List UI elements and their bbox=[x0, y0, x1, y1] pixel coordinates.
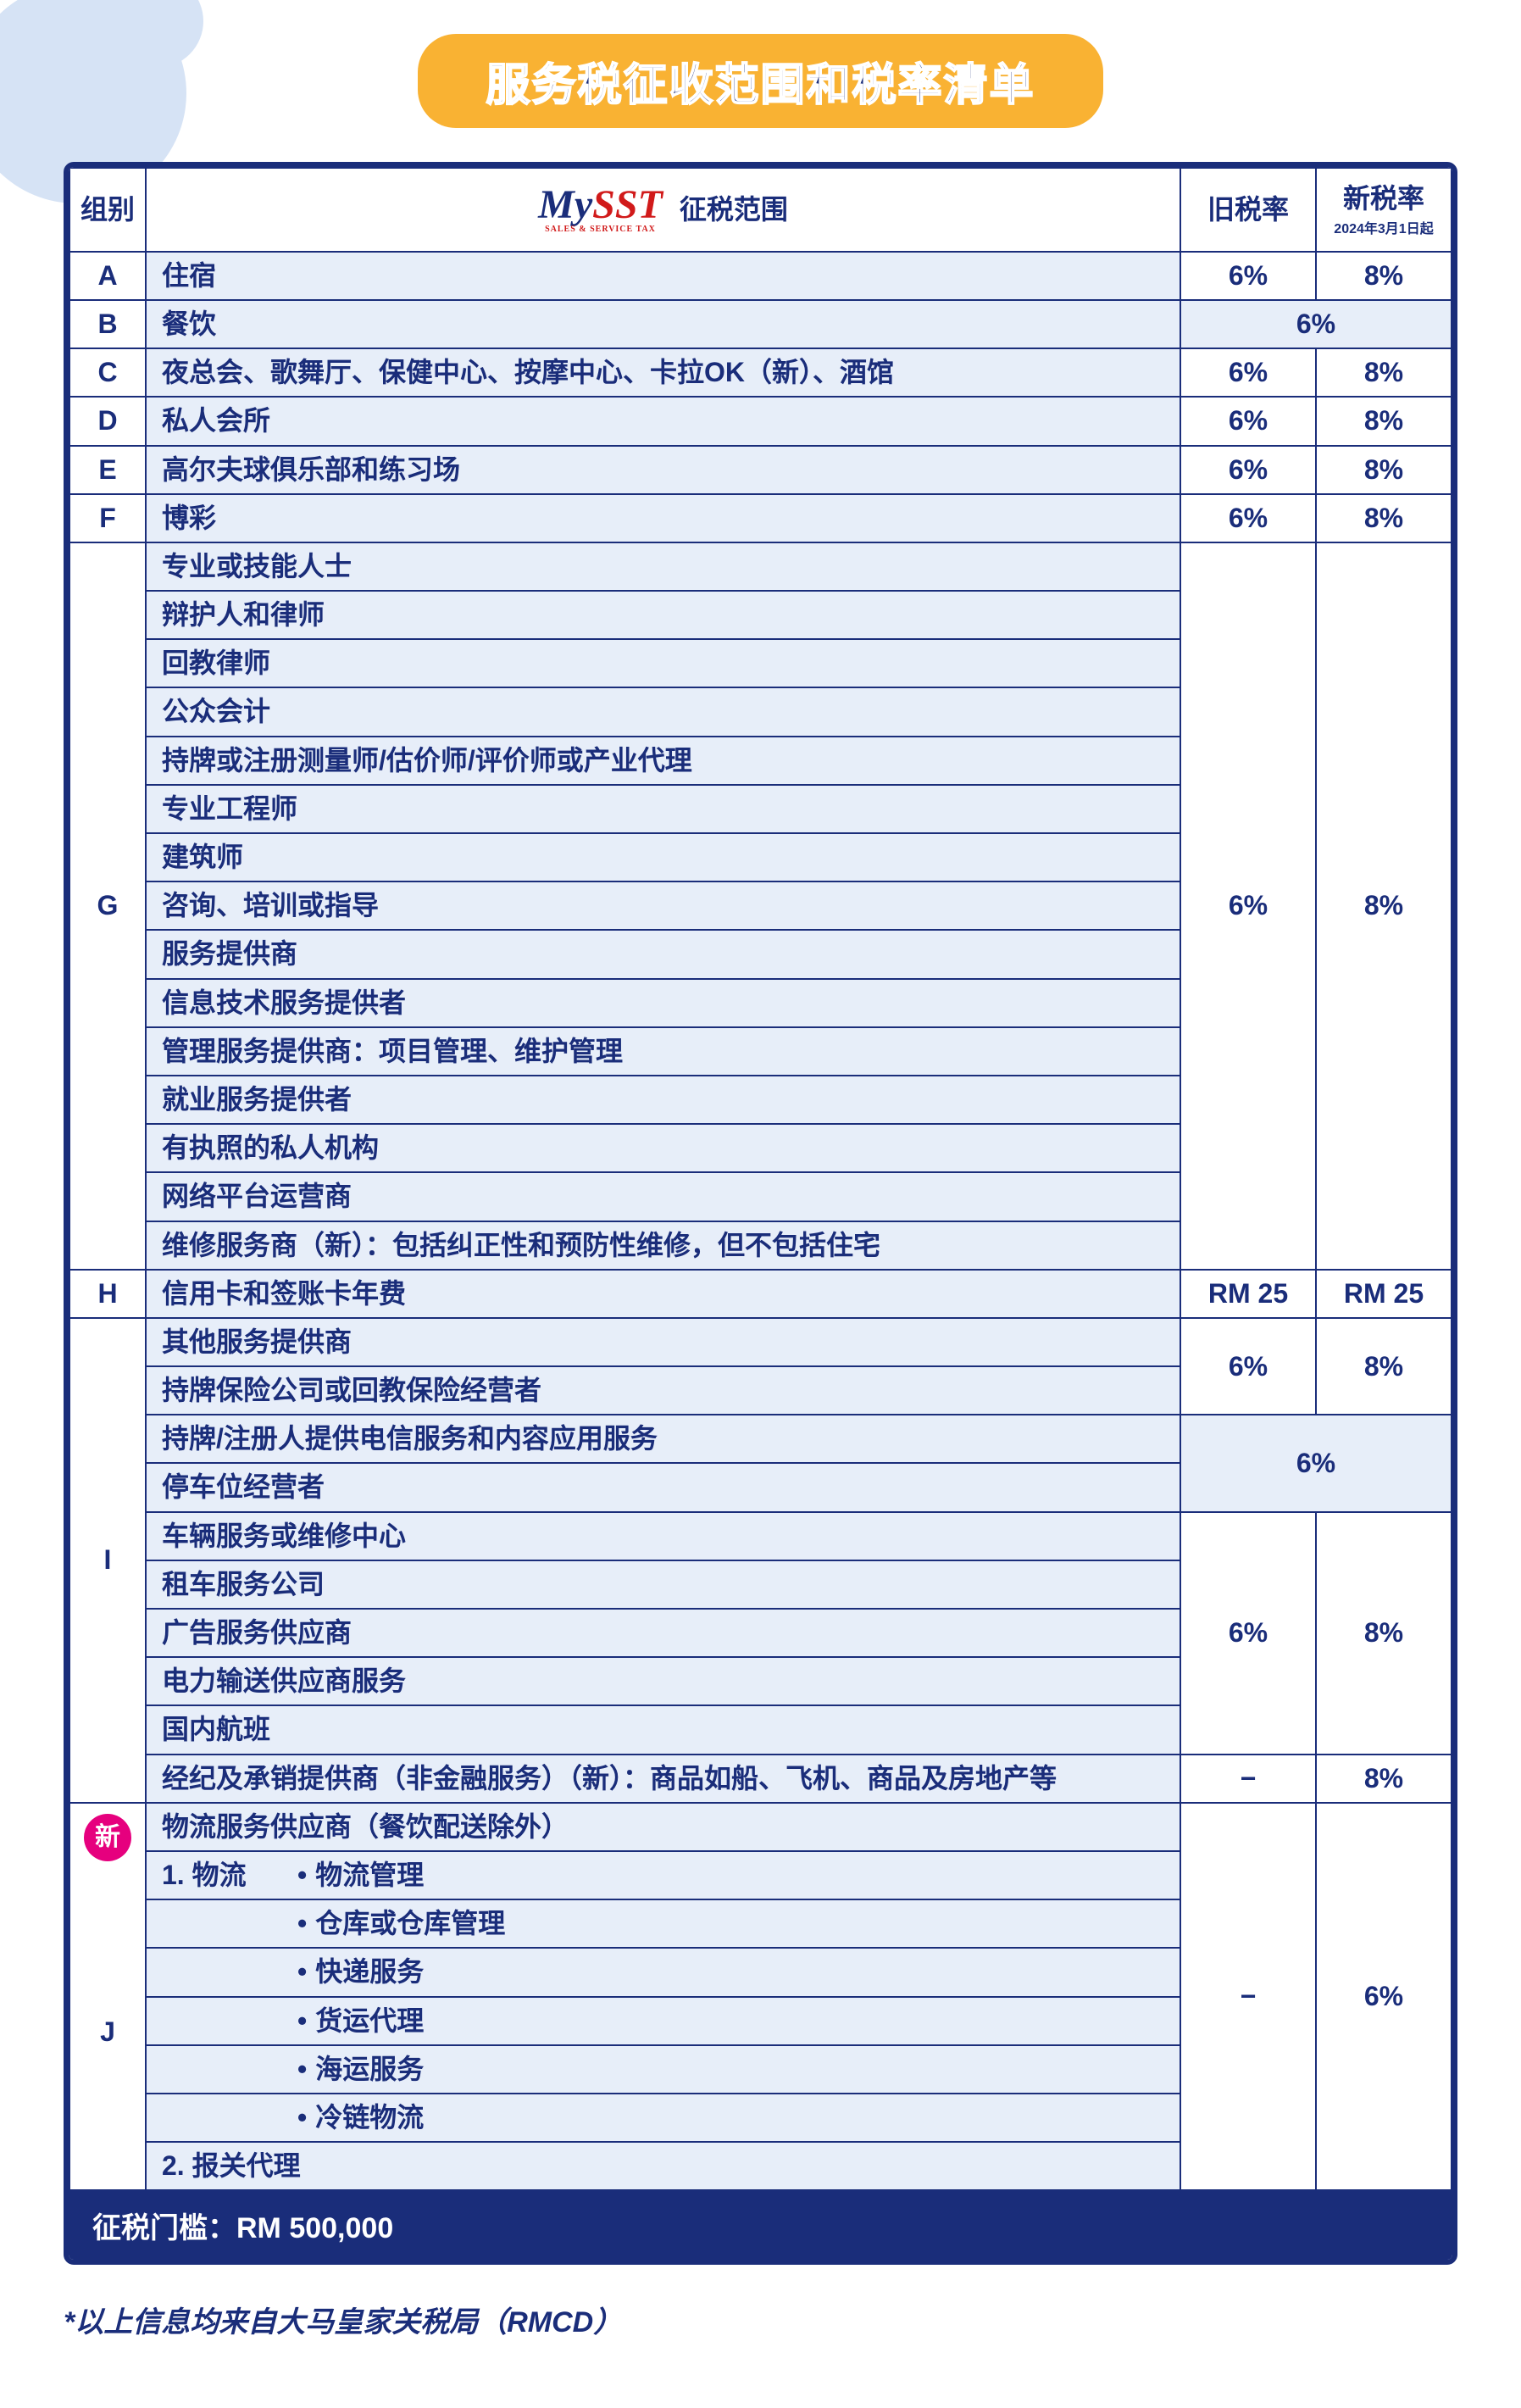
scope-cell: 管理服务提供商：项目管理、维护管理 bbox=[146, 1027, 1180, 1076]
new-rate: 8% bbox=[1316, 348, 1452, 397]
scope-cell: 专业工程师 bbox=[146, 785, 1180, 833]
old-rate: − bbox=[1180, 1755, 1316, 1803]
scope-cell: 停车位经营者 bbox=[146, 1463, 1180, 1511]
group-label: I bbox=[69, 1318, 146, 1803]
scope-cell: 餐饮 bbox=[146, 300, 1180, 348]
scope-cell: 私人会所 bbox=[146, 397, 1180, 445]
scope-cell: 冷链物流 bbox=[146, 2094, 1180, 2142]
row-h: H 信用卡和签账卡年费 RM 25 RM 25 bbox=[69, 1270, 1452, 1318]
hdr-old-rate: 旧税率 bbox=[1180, 168, 1316, 252]
group-label: B bbox=[69, 300, 146, 348]
merged-rate: 6% bbox=[1180, 1415, 1452, 1511]
scope-cell: 信息技术服务提供者 bbox=[146, 979, 1180, 1027]
scope-cell: 博彩 bbox=[146, 494, 1180, 542]
page-title: 服务税征收范围和税率清单 bbox=[486, 61, 1035, 110]
row-b: B 餐饮 6% bbox=[69, 300, 1452, 348]
new-badge: 新 bbox=[84, 1814, 131, 1861]
new-rate: 8% bbox=[1316, 542, 1452, 1270]
group-label: C bbox=[69, 348, 146, 397]
scope-cell: 海运服务 bbox=[146, 2045, 1180, 2094]
scope-cell: 2. 报关代理 bbox=[146, 2142, 1180, 2190]
scope-cell: 持牌或注册测量师/估价师/评价师或产业代理 bbox=[146, 737, 1180, 785]
scope-cell: 住宿 bbox=[146, 252, 1180, 300]
scope-cell: 持牌/注册人提供电信服务和内容应用服务 bbox=[146, 1415, 1180, 1463]
scope-cell: 广告服务供应商 bbox=[146, 1609, 1180, 1657]
row-d: D 私人会所 6% 8% bbox=[69, 397, 1452, 445]
page-title-pill: 服务税征收范围和税率清单 bbox=[418, 34, 1102, 128]
table-header-row: 组别 MySST SALES & SERVICE TAX 征税范围 旧税率 新税… bbox=[69, 168, 1452, 252]
scope-cell: 快递服务 bbox=[146, 1948, 1180, 1996]
group-label: F bbox=[69, 494, 146, 542]
scope-cell: 咨询、培训或指导 bbox=[146, 881, 1180, 930]
threshold-bar: 征税门槛：RM 500,000 bbox=[69, 2191, 1452, 2260]
scope-cell: 经纪及承销提供商（非金融服务）（新）：商品如船、飞机、商品及房地产等 bbox=[146, 1755, 1180, 1803]
scope-cell: 服务提供商 bbox=[146, 930, 1180, 978]
new-rate: 8% bbox=[1316, 1512, 1452, 1755]
merged-rate: 6% bbox=[1180, 300, 1452, 348]
scope-cell: 公众会计 bbox=[146, 687, 1180, 736]
row-i: I 其他服务提供商 6% 8% bbox=[69, 1318, 1452, 1366]
scope-cell: 1. 物流 物流管理 bbox=[146, 1851, 1180, 1899]
scope-cell: 有执照的私人机构 bbox=[146, 1124, 1180, 1172]
mysst-logo: MySST SALES & SERVICE TAX bbox=[538, 185, 663, 234]
scope-cell: 夜总会、歌舞厅、保健中心、按摩中心、卡拉OK（新）、酒馆 bbox=[146, 348, 1180, 397]
group-label: H bbox=[69, 1270, 146, 1318]
new-rate: RM 25 bbox=[1316, 1270, 1452, 1318]
scope-cell: 维修服务商（新）：包括纠正性和预防性维修，但不包括住宅 bbox=[146, 1221, 1180, 1270]
old-rate: − bbox=[1180, 1803, 1316, 2191]
scope-cell: 车辆服务或维修中心 bbox=[146, 1512, 1180, 1560]
source-footnote: *以上信息均来自大马皇家关税局（RMCD） bbox=[64, 2299, 1457, 2340]
scope-cell: 物流服务供应商（餐饮配送除外） bbox=[146, 1803, 1180, 1851]
scope-cell: 专业或技能人士 bbox=[146, 542, 1180, 591]
group-label: A bbox=[69, 252, 146, 300]
old-rate: 6% bbox=[1180, 252, 1316, 300]
scope-cell: 持牌保险公司或回教保险经营者 bbox=[146, 1366, 1180, 1415]
old-rate: 6% bbox=[1180, 1512, 1316, 1755]
sst-rate-table: 组别 MySST SALES & SERVICE TAX 征税范围 旧税率 新税… bbox=[69, 167, 1452, 2191]
scope-cell: 高尔夫球俱乐部和练习场 bbox=[146, 446, 1180, 494]
scope-cell: 货运代理 bbox=[146, 1997, 1180, 2045]
group-label-j: 新 J bbox=[69, 1803, 146, 2191]
new-rate: 8% bbox=[1316, 494, 1452, 542]
scope-cell: 信用卡和签账卡年费 bbox=[146, 1270, 1180, 1318]
old-rate: 6% bbox=[1180, 542, 1316, 1270]
sst-table-container: 组别 MySST SALES & SERVICE TAX 征税范围 旧税率 新税… bbox=[64, 162, 1457, 2265]
row-c: C 夜总会、歌舞厅、保健中心、按摩中心、卡拉OK（新）、酒馆 6% 8% bbox=[69, 348, 1452, 397]
hdr-scope-label: 征税范围 bbox=[680, 192, 788, 228]
new-rate: 8% bbox=[1316, 446, 1452, 494]
scope-cell: 辩护人和律师 bbox=[146, 591, 1180, 639]
group-label: E bbox=[69, 446, 146, 494]
group-label: G bbox=[69, 542, 146, 1270]
hdr-scope: MySST SALES & SERVICE TAX 征税范围 bbox=[146, 168, 1180, 252]
scope-cell: 租车服务公司 bbox=[146, 1560, 1180, 1609]
old-rate: RM 25 bbox=[1180, 1270, 1316, 1318]
scope-cell: 国内航班 bbox=[146, 1705, 1180, 1754]
old-rate: 6% bbox=[1180, 1318, 1316, 1415]
hdr-group: 组别 bbox=[69, 168, 146, 252]
new-rate: 8% bbox=[1316, 1318, 1452, 1415]
old-rate: 6% bbox=[1180, 348, 1316, 397]
old-rate: 6% bbox=[1180, 397, 1316, 445]
row-j: 新 J 物流服务供应商（餐饮配送除外） − 6% bbox=[69, 1803, 1452, 1851]
new-rate: 8% bbox=[1316, 252, 1452, 300]
new-rate: 8% bbox=[1316, 397, 1452, 445]
scope-cell: 就业服务提供者 bbox=[146, 1076, 1180, 1124]
old-rate: 6% bbox=[1180, 446, 1316, 494]
scope-cell: 回教律师 bbox=[146, 639, 1180, 687]
new-rate: 6% bbox=[1316, 1803, 1452, 2191]
hdr-new-rate: 新税率 2024年3月1日起 bbox=[1316, 168, 1452, 252]
scope-cell: 网络平台运营商 bbox=[146, 1172, 1180, 1221]
row-f: F 博彩 6% 8% bbox=[69, 494, 1452, 542]
new-rate: 8% bbox=[1316, 1755, 1452, 1803]
row-e: E 高尔夫球俱乐部和练习场 6% 8% bbox=[69, 446, 1452, 494]
old-rate: 6% bbox=[1180, 494, 1316, 542]
group-label: D bbox=[69, 397, 146, 445]
row-a: A 住宿 6% 8% bbox=[69, 252, 1452, 300]
scope-cell: 其他服务提供商 bbox=[146, 1318, 1180, 1366]
scope-cell: 仓库或仓库管理 bbox=[146, 1899, 1180, 1948]
row-g: G 专业或技能人士 6% 8% bbox=[69, 542, 1452, 591]
scope-cell: 建筑师 bbox=[146, 833, 1180, 881]
scope-cell: 电力输送供应商服务 bbox=[146, 1657, 1180, 1705]
